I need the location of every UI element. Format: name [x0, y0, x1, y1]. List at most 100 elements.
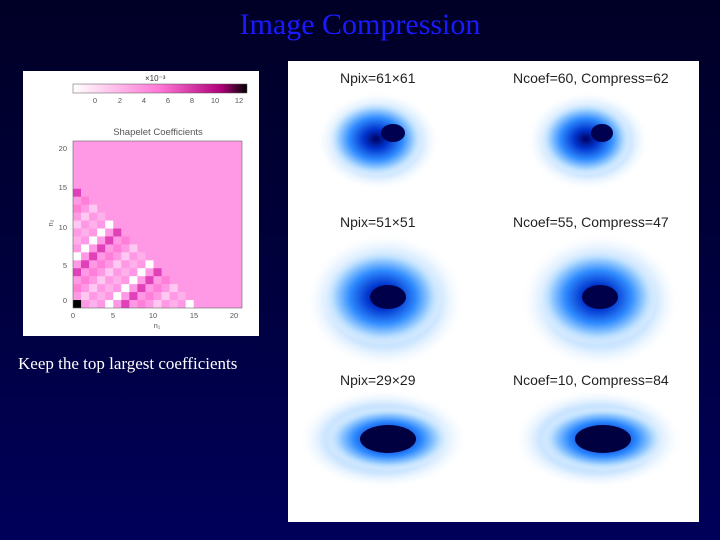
coefficient-cell — [97, 244, 106, 253]
coefficient-cells — [73, 188, 194, 308]
plot-title: Shapelet Coefficients — [113, 127, 203, 138]
coefficient-cell — [105, 300, 114, 308]
coefficient-cell — [113, 276, 122, 285]
coefficient-cell — [97, 228, 106, 237]
coefficient-cell — [105, 236, 114, 245]
x-tick-20: 20 — [230, 311, 238, 320]
coefficient-cell — [153, 268, 162, 277]
panel-label-row1-left: Npix=61×61 — [340, 70, 416, 86]
coefficient-cell — [97, 276, 106, 285]
galaxy-image-row3-reconstruction — [513, 389, 683, 489]
coefficient-cell — [81, 260, 90, 269]
colorbar-multiplier: ×10⁻³ — [145, 74, 166, 83]
coefficient-cell — [81, 292, 90, 301]
coefficient-cell — [169, 300, 178, 308]
coefficient-cell — [121, 236, 130, 245]
coefficient-cell — [121, 268, 130, 277]
coefficient-cell — [145, 260, 154, 269]
coefficient-cell — [89, 300, 98, 308]
coefficient-cell — [73, 204, 82, 213]
panel-label-row2-left: Npix=51×51 — [340, 214, 416, 230]
coefficient-cell — [113, 228, 122, 237]
coefficient-cell — [113, 292, 122, 301]
coefficient-cell — [137, 284, 146, 293]
x-axis-label: n₁ — [154, 321, 161, 330]
x-tick-10: 10 — [149, 311, 157, 320]
coefficient-cell — [81, 276, 90, 285]
coefficient-cell — [177, 292, 186, 301]
galaxy-image-row3-original — [298, 389, 468, 489]
colorbar-tick-8: 8 — [190, 96, 194, 105]
coefficient-cell — [105, 284, 114, 293]
x-tick-5: 5 — [111, 311, 115, 320]
coefficient-cell — [129, 276, 138, 285]
coefficient-plot-svg: ×10⁻³ 0 2 4 6 8 10 12 Shapelet Coefficie… — [46, 74, 248, 330]
coefficient-cell — [97, 292, 106, 301]
panel-label-row3-right: Ncoef=10, Compress=84 — [513, 372, 669, 388]
coefficient-cell — [89, 220, 98, 229]
coefficient-cell — [73, 284, 82, 293]
coefficient-cell — [105, 252, 114, 261]
coefficient-cell — [145, 292, 154, 301]
coefficient-cell — [129, 260, 138, 269]
coefficient-cell — [137, 268, 146, 277]
y-tick-20: 20 — [59, 144, 67, 153]
coefficient-cell — [145, 276, 154, 285]
colorbar-tick-4: 4 — [142, 96, 146, 105]
coefficient-cell — [121, 284, 130, 293]
coefficient-cell — [153, 300, 162, 308]
galaxy-image-row1-original — [316, 91, 440, 191]
coefficient-cell — [89, 268, 98, 277]
coefficient-cell — [73, 220, 82, 229]
coefficient-cell — [81, 228, 90, 237]
coefficient-cell — [129, 292, 138, 301]
colorbar-tick-12: 12 — [235, 96, 243, 105]
coefficient-cell — [73, 236, 82, 245]
galaxy-panels-svg: Npix=61×61 Ncoef=60, Compress=62 Npix=51… — [298, 70, 683, 489]
y-tick-10: 10 — [59, 223, 67, 232]
y-axis-label: n₂ — [46, 219, 55, 226]
coefficient-cell — [185, 300, 194, 308]
colorbar-tick-6: 6 — [166, 96, 170, 105]
coefficient-cell — [105, 220, 114, 229]
coefficient-cell — [73, 188, 82, 197]
coefficient-cell — [121, 252, 130, 261]
x-tick-15: 15 — [190, 311, 198, 320]
coefficient-cell — [97, 260, 106, 269]
panel-label-row1-right: Ncoef=60, Compress=62 — [513, 70, 669, 86]
galaxy-image-row2-reconstruction — [520, 233, 680, 369]
coefficient-cell — [81, 244, 90, 253]
coefficient-cell — [153, 284, 162, 293]
coefficient-cell — [105, 268, 114, 277]
coefficient-cell — [89, 252, 98, 261]
coefficient-cell — [89, 204, 98, 213]
colorbar-tick-10: 10 — [211, 96, 219, 105]
galaxy-reconstructions-figure: Npix=61×61 Ncoef=60, Compress=62 Npix=51… — [288, 61, 699, 522]
coefficient-cell — [73, 300, 82, 308]
colorbar — [72, 83, 248, 94]
shapelet-coefficients-figure: ×10⁻³ 0 2 4 6 8 10 12 Shapelet Coefficie… — [23, 71, 259, 336]
coefficient-cell — [121, 300, 130, 308]
y-tick-15: 15 — [59, 183, 67, 192]
coefficient-cell — [89, 236, 98, 245]
panel-label-row2-right: Ncoef=55, Compress=47 — [513, 214, 669, 230]
coefficient-cell — [113, 244, 122, 253]
coefficient-cell — [81, 212, 90, 221]
y-tick-5: 5 — [63, 261, 67, 270]
coefficient-cell — [97, 212, 106, 221]
galaxy-image-row2-original — [305, 233, 465, 369]
coefficient-cell — [89, 284, 98, 293]
coefficient-cell — [137, 300, 146, 308]
coefficient-cell — [169, 284, 178, 293]
coefficient-cell — [137, 252, 146, 261]
galaxy-image-row1-reconstruction — [526, 91, 650, 191]
panel-label-row3-left: Npix=29×29 — [340, 372, 416, 388]
slide-title: Image Compression — [239, 8, 481, 41]
caption-text: Keep the top largest coefficients — [18, 354, 238, 373]
x-tick-0: 0 — [71, 311, 75, 320]
colorbar-tick-2: 2 — [118, 96, 122, 105]
coefficient-cell — [161, 292, 170, 301]
coefficient-cell — [161, 276, 170, 285]
coefficient-cell — [73, 268, 82, 277]
coefficient-cell — [113, 260, 122, 269]
